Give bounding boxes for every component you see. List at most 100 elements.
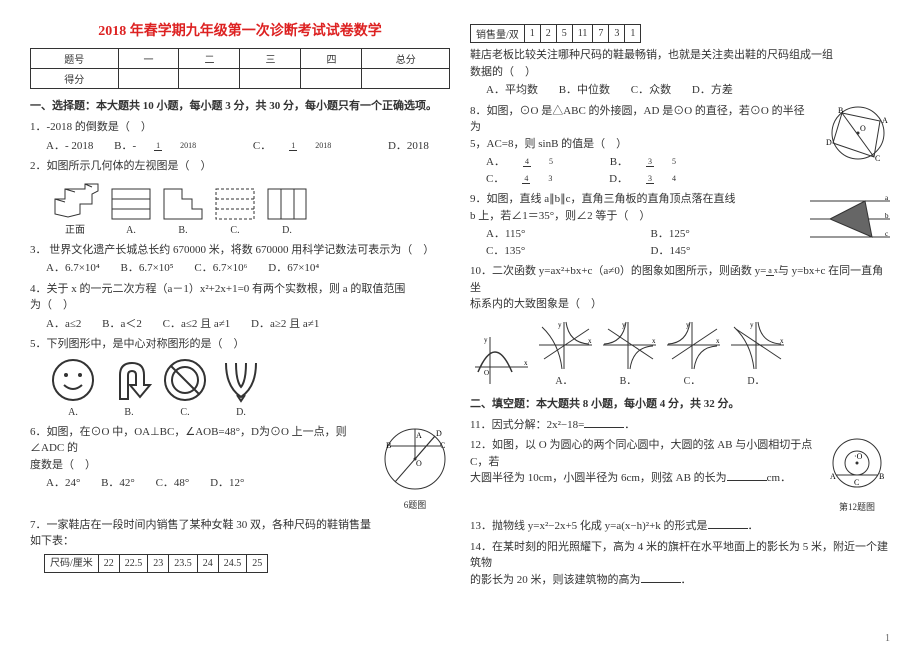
opt-b: B．中位数: [559, 84, 610, 96]
q14-line2: 的影长为 20 米，则该建筑物的高为．: [470, 572, 890, 589]
svg-text:D: D: [826, 138, 832, 147]
opt-b: B．-12018: [114, 140, 232, 152]
blank-field[interactable]: [727, 470, 767, 481]
q14-line1: 14．在某时刻的阳光照耀下，高为 4 米的旗杆在水平地面上的影长为 5 米，附近…: [470, 539, 890, 572]
cell: 四: [301, 49, 362, 69]
svg-text:y: y: [750, 321, 754, 329]
cell: 题号: [31, 49, 119, 69]
q7-line4: 数据的（ ）: [470, 64, 890, 81]
option-d-icon: D.: [266, 187, 308, 238]
option-b-graph-icon: xy B．: [598, 317, 658, 389]
opt-a: A．24°: [46, 477, 80, 489]
svg-text:C: C: [875, 154, 880, 163]
curve-down-icon: D.: [218, 357, 264, 420]
q4-line1: 4．关于 x 的一元二次方程（a－1）x²+2x+1=0 有两个实数根，则 a …: [30, 281, 450, 298]
q10-line1: 10．二次函数 y=ax²+bx+c（a≠0）的图象如图所示，则函数 y=ax与…: [470, 263, 890, 296]
question-3: 3． 世界文化遗产长城总长约 670000 米，将数 670000 用科学记数法…: [30, 242, 450, 277]
opt-b: B．125°: [651, 228, 690, 240]
section-1-heading: 一、选择题：本大题共 10 小题，每小题 3 分，共 30 分，每小题只有一个正…: [30, 97, 450, 113]
question-1: 1．-2018 的倒数是（ ） A．- 2018 B．-12018 C．1201…: [30, 119, 450, 154]
svg-text:x: x: [524, 359, 528, 367]
opt-c: C．135°: [486, 245, 525, 257]
question-14: 14．在某时刻的阳光照耀下，高为 4 米的旗杆在水平地面上的影长为 5 米，附近…: [470, 539, 890, 589]
right-column: 销售量/双 1 2 5 11 7 3 1 鞋店老板比较关注哪种尺码的鞋最畅销，也…: [470, 20, 890, 630]
opt-b: B．42°: [101, 477, 135, 489]
svg-text:x: x: [780, 337, 784, 345]
svg-text:y: y: [558, 321, 562, 329]
circle-q6-icon: ABCDO 6题图: [380, 424, 450, 513]
svg-text:b: b: [885, 212, 889, 220]
svg-text:O: O: [860, 124, 866, 133]
opt-c: C．43: [486, 173, 588, 185]
blank-field[interactable]: [641, 572, 681, 583]
q2-text: 2．如图所示几何体的左视图是（ ）: [30, 158, 450, 175]
opt-a: A．45: [486, 156, 589, 168]
opt-d: D．34: [609, 173, 712, 185]
opt-c: C．a≤2 且 a≠1: [163, 318, 231, 330]
page-number: 1: [885, 633, 890, 644]
question-13: 13．抛物线 y=x²−2x+5 化成 y=a(x−h)²+k 的形式是．: [470, 518, 890, 535]
svg-text:B: B: [838, 106, 843, 115]
svg-text:x: x: [716, 337, 720, 345]
opt-a: A．- 2018: [46, 140, 93, 152]
opt-b: B．6.7×10⁵: [120, 262, 173, 274]
q10-figures: xyO xy A． xy B． xy C． xy D．: [470, 317, 890, 389]
q3-text: 3． 世界文化遗产长城总长约 670000 米，将数 670000 用科学记数法…: [30, 242, 450, 259]
q7-size-table: 尺码/厘米 22 22.5 23 23.5 24 24.5 25: [44, 554, 268, 573]
arrow-loop-icon: B.: [106, 357, 152, 420]
question-4: 4．关于 x 的一元二次方程（a－1）x²+2x+1=0 有两个实数根，则 a …: [30, 281, 450, 333]
opt-c: C．6.7×10⁶: [194, 262, 247, 274]
blank-field[interactable]: [584, 417, 624, 428]
q7-line2: 如下表：: [30, 533, 450, 550]
opt-b: B．35: [610, 156, 712, 168]
opt-d: D．67×10⁴: [268, 262, 319, 274]
q5-figures: A. B. C. D.: [50, 357, 450, 420]
svg-text:y: y: [686, 321, 690, 329]
svg-text:B: B: [879, 472, 884, 481]
svg-text:x: x: [588, 337, 592, 345]
q7-line1: 7．一家鞋店在一段时间内销售了某种女鞋 30 双，各种尺码的鞋销售量: [30, 517, 450, 534]
q10-line3: 标系内的大致图象是（ ）: [470, 296, 890, 313]
svg-text:y: y: [622, 321, 626, 329]
given-parabola-icon: xyO: [470, 332, 530, 389]
option-c-graph-icon: xy C．: [662, 317, 722, 389]
q9-options: A．115° C．135° B．125° D．145°: [486, 226, 804, 259]
section-2-heading: 二、填空题：本大题共 8 小题，每小题 4 分，共 32 分。: [470, 395, 890, 411]
question-8: BACDO 8．如图，⊙O 是△ABC 的外接圆，AD 是⊙O 的直径，若⊙O …: [470, 103, 890, 188]
left-column: 2018 年春学期九年级第一次诊断考试试卷数学 题号 一 二 三 四 总分 得分…: [30, 20, 450, 630]
blank-field[interactable]: [708, 518, 748, 529]
cell: 二: [179, 49, 240, 69]
q7-options: A．平均数 B．中位数 C．众数 D．方差: [486, 82, 890, 99]
cell: 三: [240, 49, 301, 69]
q7-qty-table: 销售量/双 1 2 5 11 7 3 1: [470, 24, 641, 43]
table-row: 销售量/双 1 2 5 11 7 3 1: [471, 25, 641, 43]
opt-c: C．众数: [631, 84, 671, 96]
q11-text: 11．因式分解：2x²−18=: [470, 419, 584, 431]
svg-text:x: x: [652, 337, 656, 345]
opt-d: D．145°: [651, 245, 691, 257]
smiley-icon: A.: [50, 357, 96, 420]
option-a-icon: A.: [110, 187, 152, 238]
svg-text:A: A: [882, 116, 888, 125]
question-12: ·OABC 第12题图 12．如图，以 O 为圆心的两个同心圆中，大圆的弦 AB…: [470, 437, 890, 514]
cell: 一: [118, 49, 179, 69]
no-sign-icon: C.: [162, 357, 208, 420]
opt-d: D．12°: [210, 477, 244, 489]
opt-b: B．a＜2: [102, 318, 142, 330]
circle-q8-icon: B A C D O: [820, 103, 890, 169]
q3-options: A．6.7×10⁴ B．6.7×10⁵ C．6.7×10⁶ D．67×10⁴: [46, 260, 450, 277]
svg-text:C: C: [854, 478, 859, 487]
opt-d: D．方差: [692, 84, 733, 96]
option-c-icon: C.: [214, 187, 256, 238]
svg-text:·O: ·O: [854, 452, 863, 461]
question-9: abc 9．如图，直线 a∥b∥c，直角三角板的直角顶点落在直线 b 上，若∠1…: [470, 191, 890, 259]
opt-a: A．115°: [486, 228, 525, 240]
q1-text: 1．-2018 的倒数是（ ）: [30, 119, 450, 136]
table-row: 题号 一 二 三 四 总分: [31, 49, 450, 69]
q12-caption: 第12题图: [824, 501, 890, 515]
option-d-graph-icon: xy D．: [726, 317, 786, 389]
opt-a: A．平均数: [486, 84, 538, 96]
opt-c: C．48°: [156, 477, 190, 489]
stair-solid-icon: 正面: [50, 179, 100, 238]
q1-options: A．- 2018 B．-12018 C．12018 D．2018: [46, 138, 450, 155]
